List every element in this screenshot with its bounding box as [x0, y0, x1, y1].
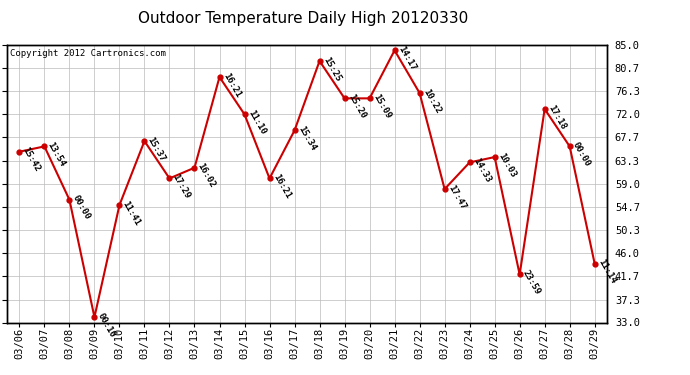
Text: 15:25: 15:25 — [321, 55, 342, 83]
Text: 17:47: 17:47 — [446, 183, 467, 211]
Text: 16:21: 16:21 — [271, 172, 292, 200]
Text: 00:10: 00:10 — [96, 311, 117, 339]
Text: 16:21: 16:21 — [221, 71, 242, 99]
Text: 11:10: 11:10 — [246, 108, 267, 136]
Text: 14:33: 14:33 — [471, 156, 492, 184]
Text: 14:17: 14:17 — [396, 45, 417, 72]
Text: 10:03: 10:03 — [496, 151, 518, 179]
Text: 15:42: 15:42 — [21, 146, 42, 174]
Text: 11:41: 11:41 — [121, 199, 142, 227]
Text: 15:20: 15:20 — [346, 93, 367, 120]
Text: 16:02: 16:02 — [196, 162, 217, 190]
Text: 15:37: 15:37 — [146, 135, 167, 163]
Text: Copyright 2012 Cartronics.com: Copyright 2012 Cartronics.com — [10, 49, 166, 58]
Text: 17:18: 17:18 — [546, 103, 567, 131]
Text: 13:54: 13:54 — [46, 141, 67, 168]
Text: 10:22: 10:22 — [421, 87, 442, 115]
Text: 15:09: 15:09 — [371, 93, 392, 120]
Text: Outdoor Temperature Daily High 20120330: Outdoor Temperature Daily High 20120330 — [139, 11, 469, 26]
Text: 11:14: 11:14 — [596, 258, 618, 286]
Text: 15:34: 15:34 — [296, 124, 317, 152]
Text: 23:59: 23:59 — [521, 268, 542, 296]
Text: 17:29: 17:29 — [171, 172, 192, 200]
Text: 00:00: 00:00 — [571, 141, 592, 168]
Text: 00:00: 00:00 — [71, 194, 92, 222]
